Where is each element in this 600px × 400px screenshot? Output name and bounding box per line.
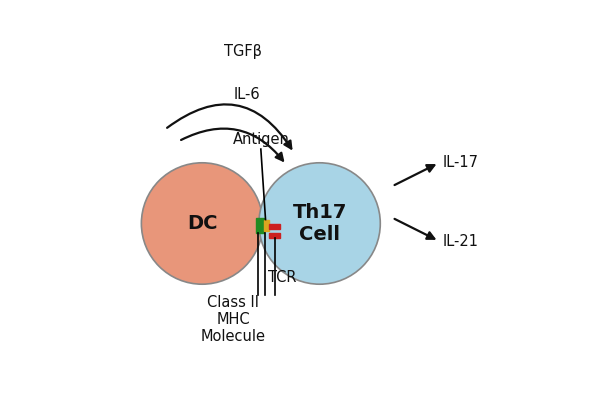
Bar xyxy=(264,220,269,231)
Text: IL-6: IL-6 xyxy=(234,87,260,102)
Text: TGFβ: TGFβ xyxy=(224,44,262,59)
Bar xyxy=(256,218,264,233)
Text: Th17
Cell: Th17 Cell xyxy=(292,203,347,244)
Text: IL-21: IL-21 xyxy=(443,234,479,249)
Text: TCR: TCR xyxy=(268,270,296,286)
Circle shape xyxy=(259,163,380,284)
Text: DC: DC xyxy=(187,214,217,233)
Circle shape xyxy=(142,163,263,284)
Bar xyxy=(269,233,280,238)
Text: Antigen: Antigen xyxy=(232,132,289,147)
Text: Class II
MHC
Molecule: Class II MHC Molecule xyxy=(201,294,266,344)
Text: IL-17: IL-17 xyxy=(443,155,479,170)
Bar xyxy=(269,224,280,229)
